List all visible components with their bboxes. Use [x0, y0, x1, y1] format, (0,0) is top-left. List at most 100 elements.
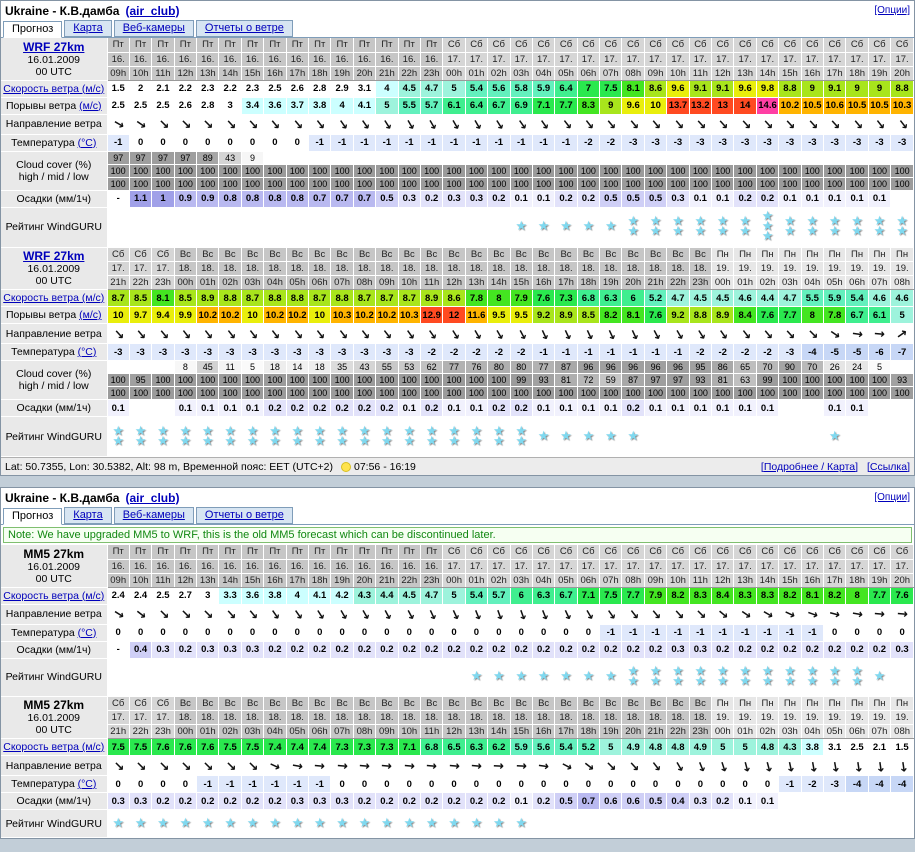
rating-star-icon: ★ [672, 214, 684, 229]
cloud-high-cell: 97 [107, 151, 130, 165]
tab-wind-reports[interactable]: Отчеты о ветре [195, 20, 293, 37]
cloud-high-cell: 5 [241, 360, 265, 374]
temperature-cell: 0 [129, 134, 153, 152]
tab-webcams[interactable]: Веб-камеры [113, 20, 194, 37]
temperature-label-link[interactable]: (°C) [77, 346, 97, 358]
wind-speed-row: Скорость ветра (м/с) 8.7 8.5 8.1 8.5 8.9 8.8 8.… [1, 289, 914, 307]
rating-star-icon: ★ [582, 219, 595, 234]
wind-arrow-icon: → [400, 606, 419, 624]
precipitation-cell: 0.1 [733, 399, 757, 417]
spot-club-link[interactable]: (air_club) [125, 3, 180, 18]
rating-cell: ★ [196, 809, 220, 838]
wind-speed-label-link[interactable]: Скорость ветра (м/с) [3, 82, 105, 95]
wind-direction-cell: → [398, 323, 421, 344]
wind-direction-cell: → [375, 114, 399, 135]
tab-forecast[interactable]: Прогноз [3, 508, 63, 525]
cloud-low-cell: 100 [196, 386, 220, 400]
wind-speed-cell: 8 [845, 587, 869, 605]
rating-cell [442, 207, 466, 248]
model-name[interactable]: WRF 27km [23, 249, 85, 264]
hour-header-cell: 08h [353, 275, 377, 290]
day-header-cell: Пн [890, 696, 914, 711]
wind-speed-cell: 5.9 [823, 289, 847, 307]
cloud-low-cell: 100 [196, 177, 220, 191]
date-header-cell: 17. [129, 261, 153, 276]
precipitation-cell: 0.3 [398, 190, 421, 208]
wind-gusts-label-link[interactable]: (м/с) [79, 99, 102, 112]
cloud-low-cell: 100 [644, 386, 668, 400]
wind-direction-cell: → [599, 755, 623, 776]
wind-arrow-icon: → [515, 758, 528, 774]
tab-map[interactable]: Карта [64, 507, 112, 524]
temperature-cell: -5 [845, 343, 869, 361]
rating-cell: ★ ★ [263, 416, 287, 457]
wind-speed-label-link[interactable]: Скорость ветра (м/с) [3, 292, 105, 304]
precipitation-cell: 0.1 [756, 399, 780, 417]
rating-star-icon: ★ [201, 423, 214, 439]
precipitation-cell: 0.2 [420, 792, 444, 810]
rating-cell: ★ ★ [868, 207, 892, 248]
date-header-cell: 17. [666, 559, 690, 574]
wind-arrow-icon: → [713, 325, 733, 343]
wind-gust-cell: 8.4 [733, 306, 757, 324]
cloud-high-row: Cloud cover (%) high / mid / low 97 97 97 97 8… [1, 151, 914, 191]
rating-cell [420, 207, 444, 248]
permalink-link[interactable]: [Ссылка] [866, 460, 910, 473]
hour-header-cell: 19h [599, 275, 623, 290]
precipitation-row: Осадки (мм/1ч) 0.3 0.3 0.2 0.2 0.2 0.2 0.2 0.2 0.… [1, 792, 914, 810]
hour-header-cell: 04h [801, 275, 825, 290]
spot-club-link[interactable]: (air_club) [125, 490, 180, 505]
tab-wind-reports[interactable]: Отчеты о ветре [195, 507, 293, 524]
rating-cell: ★ ★ [107, 416, 130, 457]
wind-speed-label-link[interactable]: Скорость ветра (м/с) [3, 589, 105, 602]
wind-speed-cell: 7.3 [330, 738, 354, 756]
wind-gusts-label-link[interactable]: (м/с) [79, 309, 102, 321]
day-header-cell: Пт [398, 38, 421, 53]
rating-label-text: Рейтинг WindGURU [5, 221, 102, 233]
model-name[interactable]: WRF 27km [23, 39, 85, 54]
day-header-cell: Вс [196, 247, 220, 262]
day-header-cell: Вс [241, 696, 265, 711]
rating-cell: ★ ★ [621, 658, 645, 697]
temperature-cell: 0 [890, 624, 914, 642]
options-link[interactable]: [Опции] [874, 5, 910, 16]
rating-cell [577, 809, 601, 838]
cloud-mid-cell: 100 [890, 164, 914, 178]
options-link[interactable]: [Опции] [874, 492, 910, 503]
wind-speed-cell: 7.6 [532, 289, 556, 307]
tab-webcams[interactable]: Веб-камеры [113, 507, 194, 524]
hour-header-cell: 17h [554, 275, 578, 290]
wind-direction-cell: → [554, 604, 578, 625]
tab-forecast[interactable]: Прогноз [3, 21, 63, 38]
rating-star-icon: ★ [851, 674, 863, 689]
precipitation-cell: 0.6 [599, 792, 623, 810]
cloud-mid-cell: 95 [129, 373, 153, 387]
temperature-label-link[interactable]: (°C) [77, 626, 97, 639]
wind-direction-cell: → [174, 323, 198, 344]
cloud-low-cell: 100 [532, 386, 556, 400]
date-header-cell: 17. [599, 559, 623, 574]
date-header-cell: 17. [621, 52, 645, 67]
wind-direction-cell: → [689, 114, 713, 135]
cloud-low-cell: 100 [577, 386, 601, 400]
rating-star-icon: ★ [694, 674, 707, 689]
cloud-low-cell: 100 [174, 177, 198, 191]
rating-cell [196, 207, 220, 248]
wind-speed-cell: 2.2 [174, 80, 198, 98]
cloud-mid-cell: 97 [666, 373, 690, 387]
wind-gust-cell: 7.6 [756, 306, 780, 324]
tab-map[interactable]: Карта [64, 20, 112, 37]
day-header-cell: Вс [263, 247, 287, 262]
cloud-mid-cell: 100 [487, 164, 511, 178]
wind-direction-cell: → [308, 323, 332, 344]
hour-header-cell: 15h [510, 724, 533, 739]
wind-speed-label-link[interactable]: Скорость ветра (м/с) [3, 741, 105, 753]
details-map-link[interactable]: [Подробнее / Карта] [760, 460, 859, 473]
temperature-label-link[interactable]: (°C) [77, 136, 97, 149]
temperature-label-link[interactable]: (°C) [77, 778, 97, 790]
wind-speed-cell: 3.1 [823, 738, 847, 756]
cloud-mid-cell: 100 [577, 164, 601, 178]
wind-gust-cell: 13.7 [666, 97, 690, 115]
wind-speed-cell: 8.3 [733, 587, 757, 605]
precipitation-cell: 0.3 [286, 792, 310, 810]
